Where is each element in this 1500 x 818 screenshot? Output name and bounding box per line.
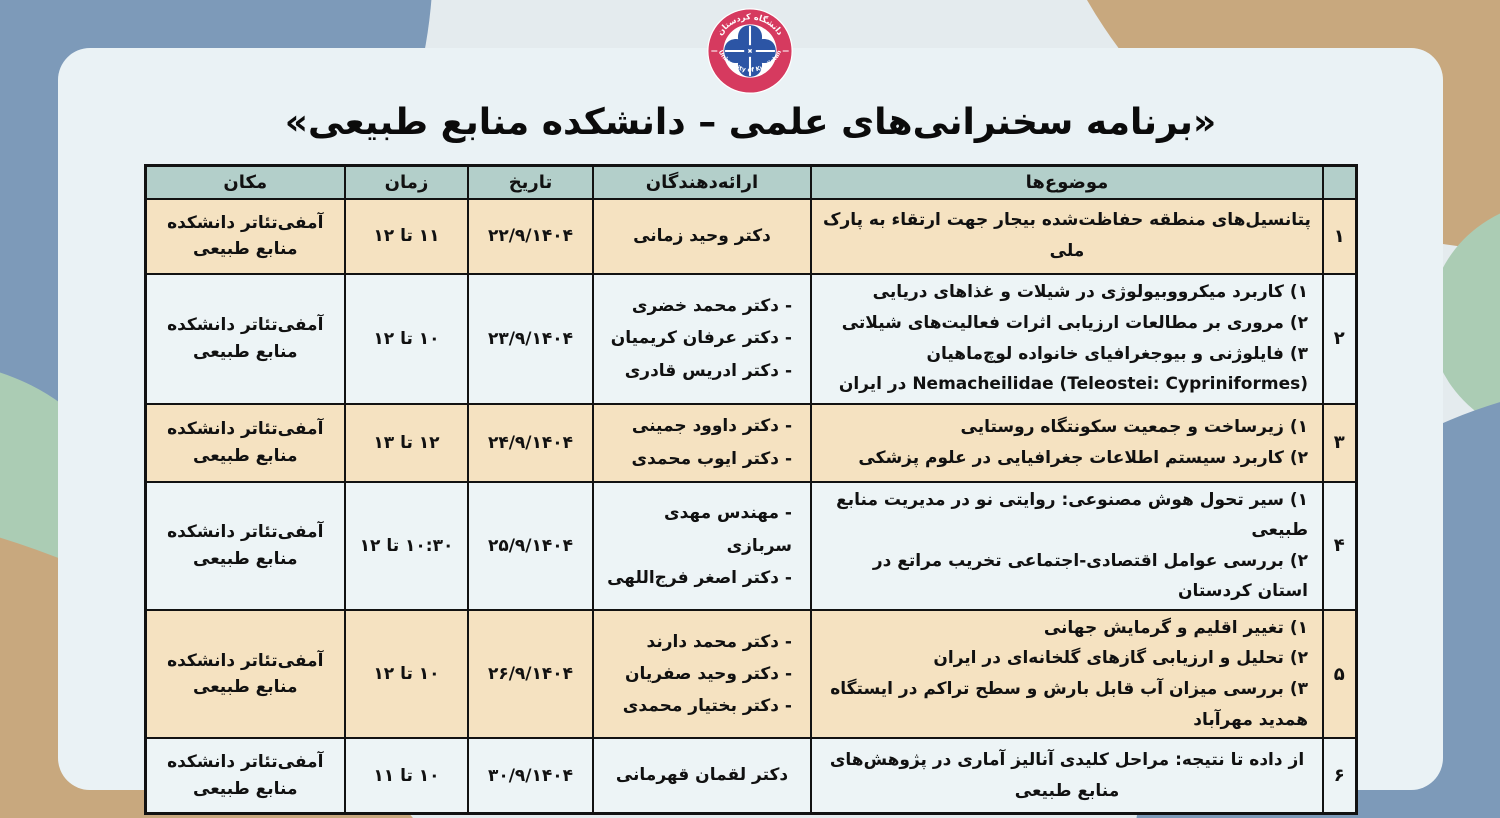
presenters-list: - دکتر محمد دارند - دکتر وحید صفریان - دکت… — [595, 624, 809, 725]
topic-item: ۱) سیر تحول هوش مصنوعی: روایتی نو در مدی… — [836, 489, 1308, 541]
presenter-item: - دکتر وحید صفریان — [624, 663, 792, 684]
presenters-cell: دکتر لقمان قهرمانی — [592, 737, 812, 815]
table-row: ۲ ۱) کاربرد میکرووبیولوژی در شیلات و غذا… — [144, 272, 1357, 405]
table-row: ۱ پتانسیل‌های منطقه حفاظت‌شده بیجار جهت … — [144, 197, 1357, 275]
date-cell: ۳۰/۹/۱۴۰۴ — [467, 737, 594, 815]
date-cell: ۲۴/۹/۱۴۰۴ — [467, 402, 594, 483]
row-number: ۲ — [1322, 272, 1357, 405]
row-number: ۵ — [1322, 608, 1357, 740]
presenters-cell: - دکتر داوود جمینی - دکتر ایوب محمدی — [592, 402, 812, 483]
location-cell: آمفی‌تئاتر دانشکده منابع طبیعی — [144, 402, 346, 483]
topics-cell: ۱) تغییر اقلیم و گرمایش جهانی ۲) تحلیل و … — [810, 608, 1324, 740]
header-date: تاریخ — [467, 164, 594, 200]
schedule-table-body: ۱ پتانسیل‌های منطقه حفاظت‌شده بیجار جهت … — [144, 197, 1357, 815]
presenter-item: دکتر لقمان قهرمانی — [615, 765, 789, 786]
header-time: زمان — [344, 164, 469, 200]
row-number: ۴ — [1322, 480, 1357, 611]
university-of-kurdistan-logo: دانشگاه کردستان University of Kurdistan — [707, 8, 793, 94]
presenter-item: - دکتر ادریس قادری — [624, 360, 792, 381]
presenter-item: - دکتر محمد دارند — [646, 631, 792, 652]
topics-cell: ۱) کاربرد میکرووبیولوژی در شیلات و غذاها… — [810, 272, 1324, 405]
topic-item: ۱) تغییر اقلیم و گرمایش جهانی — [1043, 617, 1308, 638]
presenters-cell: دکتر وحید زمانی — [592, 197, 812, 275]
topic-item: ۲) مروری بر مطالعات ارزیابی اثرات فعالیت… — [841, 312, 1308, 333]
table-row: ۳ ۱) زیرساخت و جمعیت سکونتگاه روستایی ۲) … — [144, 402, 1357, 483]
topic-item: ۲) تحلیل و ارزیابی گازهای گلخانه‌ای در ا… — [933, 648, 1308, 669]
presenters-list: دکتر لقمان قهرمانی — [595, 757, 809, 793]
time-cell: ۱۰ تا ۱۲ — [344, 608, 469, 740]
topic-item: ۳) فایلوژنی و بیوجغرافیای خانواده لوچ‌ما… — [838, 343, 1308, 395]
presenter-item: - دکتر عرفان کریمیان — [610, 328, 792, 349]
topic-item: از داده تا نتیجه: مراحل کلیدی آنالیز آما… — [829, 749, 1305, 801]
date-cell: ۲۵/۹/۱۴۰۴ — [467, 480, 594, 611]
presenter-item: - دکتر ایوب محمدی — [631, 448, 792, 469]
logo-center-knot — [744, 45, 756, 57]
location-cell: آمفی‌تئاتر دانشکده منابع طبیعی — [144, 737, 346, 815]
topic-item: پتانسیل‌های منطقه حفاظت‌شده بیجار جهت ار… — [823, 210, 1311, 261]
row-number: ۳ — [1322, 402, 1357, 483]
date-cell: ۲۲/۹/۱۴۰۴ — [467, 197, 594, 275]
topic-item: ۲) کاربرد سیستم اطلاعات جغرافیایی در علو… — [858, 447, 1308, 468]
header-topics: موضوع‌ها — [810, 164, 1324, 200]
location-cell: آمفی‌تئاتر دانشکده منابع طبیعی — [144, 608, 346, 740]
presenter-item: - دکتر اصغر فرج‌اللهی — [607, 567, 792, 588]
date-cell: ۲۳/۹/۱۴۰۴ — [467, 272, 594, 405]
presenters-list: - دکتر محمد خضری - دکتر عرفان کریمیان - دک… — [595, 288, 809, 389]
presenter-item: - دکتر بختیار محمدی — [622, 696, 792, 717]
logo-emblem-clefts — [725, 26, 775, 76]
presenter-item: دکتر وحید زمانی — [633, 225, 771, 246]
schedule-table: موضوع‌ها ارائه‌دهندگان تاریخ زمان مکان ۱… — [143, 164, 1358, 815]
topics-cell: ۱) سیر تحول هوش مصنوعی: روایتی نو در مدی… — [810, 480, 1324, 611]
row-number: ۶ — [1322, 737, 1357, 815]
topic-item: ۱) کاربرد میکرووبیولوژی در شیلات و غذاها… — [872, 282, 1308, 303]
presenters-list: دکتر وحید زمانی — [595, 218, 809, 254]
presenters-list: - دکتر داوود جمینی - دکتر ایوب محمدی — [595, 408, 809, 477]
page-title: «برنامه سخنرانی‌های علمی – دانشکده منابع… — [284, 102, 1217, 143]
date-cell: ۲۶/۹/۱۴۰۴ — [467, 608, 594, 740]
row-number: ۱ — [1322, 197, 1357, 275]
time-cell: ۱۱ تا ۱۲ — [344, 197, 469, 275]
topics-list: ۱) زیرساخت و جمعیت سکونتگاه روستایی ۲) کا… — [813, 410, 1321, 475]
logo-inner-disc — [723, 24, 777, 78]
header-location: مکان — [144, 164, 346, 200]
presenters-cell: - دکتر محمد خضری - دکتر عرفان کریمیان - دک… — [592, 272, 812, 405]
topics-cell: ۱) زیرساخت و جمعیت سکونتگاه روستایی ۲) کا… — [810, 402, 1324, 483]
table-row: ۴ ۱) سیر تحول هوش مصنوعی: روایتی نو در م… — [144, 480, 1357, 611]
table-header-row: موضوع‌ها ارائه‌دهندگان تاریخ زمان مکان — [144, 164, 1357, 200]
topics-list: از داده تا نتیجه: مراحل کلیدی آنالیز آما… — [813, 743, 1321, 808]
time-cell: ۱۰ تا ۱۲ — [344, 272, 469, 405]
topics-cell: پتانسیل‌های منطقه حفاظت‌شده بیجار جهت ار… — [810, 197, 1324, 275]
topic-item: ۲) بررسی عوامل اقتصادی-اجتماعی تخریب مرا… — [872, 550, 1308, 602]
location-cell: آمفی‌تئاتر دانشکده منابع طبیعی — [144, 272, 346, 405]
location-cell: آمفی‌تئاتر دانشکده منابع طبیعی — [144, 480, 346, 611]
topic-item: ۳) بررسی میزان آب قابل بارش و سطح تراکم … — [830, 679, 1308, 730]
presenters-cell: - دکتر محمد دارند - دکتر وحید صفریان - دکت… — [592, 608, 812, 740]
presenters-cell: - مهندس مهدی سربازی - دکتر اصغر فرج‌اللهی — [592, 480, 812, 611]
topics-list: ۱) سیر تحول هوش مصنوعی: روایتی نو در مدی… — [813, 484, 1321, 608]
presenter-item: - دکتر داوود جمینی — [631, 416, 792, 437]
header-presenters: ارائه‌دهندگان — [592, 164, 812, 200]
topics-list: ۱) تغییر اقلیم و گرمایش جهانی ۲) تحلیل و … — [813, 612, 1321, 736]
time-cell: ۱۰ تا ۱۱ — [344, 737, 469, 815]
table-row: ۶ از داده تا نتیجه: مراحل کلیدی آنالیز آ… — [144, 737, 1357, 815]
content-card: «برنامه سخنرانی‌های علمی – دانشکده منابع… — [58, 48, 1443, 815]
presenter-item: - دکتر محمد خضری — [631, 296, 792, 317]
topics-list: پتانسیل‌های منطقه حفاظت‌شده بیجار جهت ار… — [813, 203, 1321, 268]
time-cell: ۱۰:۳۰ تا ۱۲ — [344, 480, 469, 611]
presenters-list: - مهندس مهدی سربازی - دکتر اصغر فرج‌اللهی — [595, 495, 809, 596]
topics-cell: از داده تا نتیجه: مراحل کلیدی آنالیز آما… — [810, 737, 1324, 815]
time-cell: ۱۲ تا ۱۳ — [344, 402, 469, 483]
presenter-item: - مهندس مهدی سربازی — [663, 503, 792, 556]
topics-list: ۱) کاربرد میکرووبیولوژی در شیلات و غذاها… — [813, 276, 1321, 402]
topic-item: ۱) زیرساخت و جمعیت سکونتگاه روستایی — [960, 416, 1308, 437]
location-cell: آمفی‌تئاتر دانشکده منابع طبیعی — [144, 197, 346, 275]
table-row: ۵ ۱) تغییر اقلیم و گرمایش جهانی ۲) تحلیل … — [144, 608, 1357, 740]
header-row-number — [1322, 164, 1357, 200]
